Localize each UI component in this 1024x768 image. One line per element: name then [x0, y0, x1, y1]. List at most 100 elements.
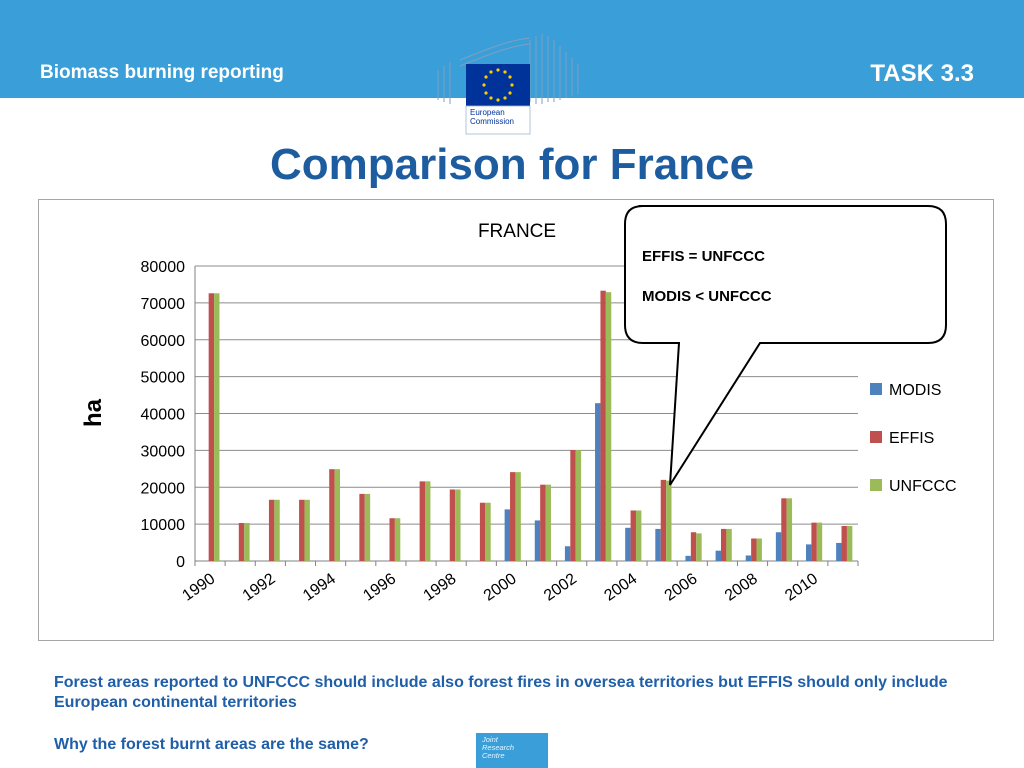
bar-unfccc-1991 [244, 523, 250, 561]
callout-bubble [624, 205, 947, 486]
bar-effis-1994 [329, 469, 335, 561]
bar-modis-2010 [805, 544, 812, 561]
bar-modis-2001 [534, 520, 541, 561]
y-axis-label: ha [80, 398, 107, 427]
bar-unfccc-2008 [756, 538, 762, 561]
bar-effis-1993 [299, 499, 305, 561]
bar-effis-1995 [359, 493, 365, 561]
y-tick-label: 20000 [141, 480, 186, 497]
bar-unfccc-1990 [214, 293, 220, 561]
x-tick-label: 1998 [421, 570, 460, 604]
bar-unfccc-1996 [394, 518, 401, 561]
jrc-logo-line2: Research [482, 743, 515, 752]
bar-unfccc-2011 [846, 525, 853, 561]
bar-effis-2006 [690, 532, 697, 561]
footer-explanation-text: Forest areas reported to UNFCCC should i… [54, 674, 948, 711]
logo-text-european: European [470, 108, 505, 117]
y-tick-label: 60000 [141, 333, 186, 350]
bar-unfccc-1997 [425, 481, 431, 561]
bar-effis-2010 [811, 522, 817, 561]
x-tick-label: 2008 [722, 570, 761, 604]
bar-unfccc-2007 [726, 528, 732, 561]
bar-effis-2004 [630, 510, 636, 561]
bar-unfccc-1995 [364, 493, 371, 561]
bar-unfccc-2000 [515, 472, 521, 561]
jrc-logo-line3: Centre [482, 751, 505, 760]
bar-unfccc-2001 [545, 484, 551, 561]
bar-modis-2000 [504, 509, 511, 561]
x-tick-label: 2010 [782, 570, 821, 604]
chart-title: FRANCE [478, 221, 556, 242]
bar-modis-2007 [715, 550, 721, 561]
bar-effis-2001 [540, 484, 546, 561]
y-tick-label: 80000 [141, 259, 186, 276]
bar-unfccc-1999 [485, 502, 491, 561]
france-burnt-area-chart: FRANCE 0 10000 20000 30000 40000 50000 60000 700… [80, 205, 957, 605]
x-tick-label: 1992 [240, 570, 279, 604]
y-tick-label: 70000 [141, 296, 186, 313]
bar-effis-1998 [449, 489, 456, 561]
bar-modis-2003 [595, 403, 601, 561]
bar-modis-2006 [685, 555, 691, 561]
page-title: Comparison for France [269, 140, 755, 189]
bar-effis-2011 [841, 525, 847, 561]
bar-unfccc-2005 [666, 480, 672, 561]
bar-effis-1992 [268, 499, 275, 561]
bar-unfccc-2006 [696, 533, 702, 561]
bar-modis-2008 [745, 555, 752, 561]
jrc-logo-line1: Joint [482, 735, 498, 744]
x-tick-label: 1996 [360, 570, 399, 604]
bar-modis-2009 [775, 532, 782, 561]
x-tick-label: 2004 [601, 570, 640, 604]
legend-swatch-unfccc [870, 479, 882, 491]
legend-swatch-effis [870, 431, 882, 443]
bar-unfccc-2004 [635, 510, 642, 561]
header-left-title: Biomass burning reporting [40, 62, 284, 83]
bar-unfccc-1993 [304, 499, 310, 561]
bar-modis-2005 [655, 528, 661, 561]
bar-unfccc-2002 [575, 450, 582, 561]
y-tick-label: 0 [176, 554, 185, 571]
bar-effis-1991 [238, 523, 245, 561]
bar-effis-1997 [419, 481, 426, 561]
bar-unfccc-2009 [786, 498, 793, 561]
european-commission-logo: European Commission [430, 30, 590, 136]
bar-unfccc-1994 [334, 469, 341, 561]
bar-effis-2003 [600, 290, 606, 561]
bar-effis-1990 [208, 293, 215, 561]
legend-label-modis: MODIS [889, 382, 941, 399]
jrc-logo: Joint Research Centre [476, 733, 548, 768]
bar-effis-2009 [781, 498, 787, 561]
legend-swatch-modis [870, 383, 882, 395]
bar-unfccc-1998 [455, 489, 461, 561]
y-tick-label: 10000 [141, 517, 186, 534]
bar-unfccc-2003 [605, 292, 612, 561]
x-tick-label: 2000 [481, 570, 520, 604]
footer-question-text: Why the forest burnt areas are the same? [54, 736, 369, 753]
x-tick-label: 1994 [300, 570, 339, 604]
y-tick-label: 50000 [141, 370, 186, 387]
x-tick-label: 2002 [541, 570, 580, 604]
legend-label-unfccc: UNFCCC [889, 478, 957, 495]
bar-unfccc-2010 [816, 522, 823, 561]
callout-line-1: EFFIS = UNFCCC [642, 248, 765, 265]
bar-effis-2000 [510, 472, 516, 561]
bar-modis-2004 [625, 527, 631, 561]
y-tick-label: 30000 [141, 443, 186, 460]
bar-modis-2002 [564, 546, 571, 561]
x-tick-label: 2006 [662, 570, 701, 604]
header-task-label: TASK 3.3 [870, 60, 974, 87]
x-tick-label: 1990 [179, 570, 218, 604]
bar-effis-2005 [660, 479, 667, 561]
bar-effis-1999 [479, 502, 486, 561]
logo-text-commission: Commission [470, 117, 515, 126]
bar-modis-2011 [836, 542, 842, 561]
bar-effis-1996 [389, 518, 395, 561]
legend-label-effis: EFFIS [889, 430, 934, 447]
bar-unfccc-1992 [274, 499, 280, 561]
bar-effis-2008 [751, 538, 757, 561]
bar-effis-2002 [570, 450, 576, 561]
callout-line-2: MODIS < UNFCCC [642, 288, 772, 305]
bar-effis-2007 [720, 528, 727, 561]
y-tick-label: 40000 [141, 407, 186, 424]
